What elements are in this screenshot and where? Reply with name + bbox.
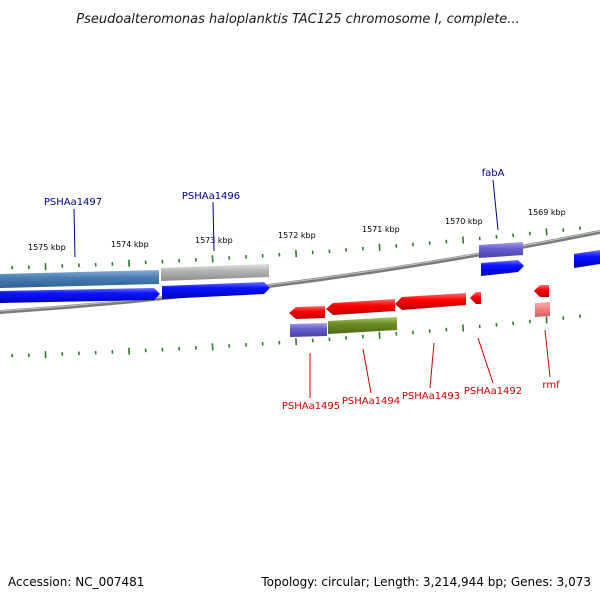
- map-title: Pseudoalteromonas haloplanktis TAC125 ch…: [76, 12, 519, 27]
- gene-bar-PSHAa1494[interactable]: [328, 317, 397, 334]
- tick-label-1571: 1571 kbp: [362, 225, 400, 234]
- gene-label-PSHAa1496[interactable]: PSHAa1496: [182, 191, 240, 202]
- gene-label-PSHAa1497[interactable]: PSHAa1497: [44, 197, 102, 208]
- callout-line-PSHAa1492: [477, 337, 494, 384]
- cds-arrow-PSHAa1492[interactable]: [470, 292, 481, 304]
- tick-label-1570: 1570 kbp: [445, 217, 483, 226]
- tick-label-1572: 1572 kbp: [278, 231, 316, 240]
- callout-line-PSHAa1497: [73, 208, 76, 258]
- callout-line-fabA: [492, 179, 499, 231]
- gene-label-rmf[interactable]: rmf: [542, 380, 560, 391]
- accession-text: Accession: NC_007481: [8, 575, 144, 589]
- genome-summary-text: Topology: circular; Length: 3,214,944 bp…: [260, 575, 591, 589]
- tick-label-1575: 1575 kbp: [28, 243, 66, 252]
- gene-label-PSHAa1495[interactable]: PSHAa1495: [282, 401, 340, 412]
- callout-lines: [73, 179, 551, 398]
- cds-arrow-PSHAa1496[interactable]: [162, 282, 270, 299]
- cds-arrow-PSHAa1494[interactable]: [326, 299, 395, 315]
- callout-line-PSHAa1493: [429, 342, 435, 389]
- cds-arrow-PSHAa1493[interactable]: [395, 293, 466, 310]
- gene-label-PSHAa1493[interactable]: PSHAa1493: [402, 391, 460, 402]
- cds-arrow-rmf[interactable]: [534, 285, 549, 297]
- gene-bar-PSHAa1497[interactable]: [0, 270, 159, 288]
- gene-label-fabA[interactable]: fabA: [482, 168, 505, 179]
- reverse-strand-features: [289, 285, 550, 337]
- gene-label-PSHAa1494[interactable]: PSHAa1494: [342, 396, 400, 407]
- gene-bar-rmf[interactable]: [535, 302, 550, 317]
- cds-arrow-PSHAa1495[interactable]: [289, 306, 325, 319]
- callout-line-rmf: [544, 329, 551, 378]
- cds-arrow-PSHAa1497[interactable]: [0, 288, 160, 303]
- callout-line-PSHAa1496: [212, 201, 215, 252]
- minor-tick-track: [11, 226, 581, 359]
- gene-labels: PSHAa1497 PSHAa1496 fabA PSHAa1495 PSHAa…: [44, 168, 560, 412]
- cds-arrow-offscreen-right[interactable]: [574, 250, 600, 268]
- tick-label-1574: 1574 kbp: [111, 240, 149, 249]
- tick-label-1569: 1569 kbp: [528, 208, 566, 217]
- gene-label-PSHAa1492[interactable]: PSHAa1492: [464, 386, 522, 397]
- cds-arrow-fabA[interactable]: [481, 260, 524, 276]
- gene-bar-fabA[interactable]: [479, 242, 523, 258]
- gene-bar-PSHAa1496[interactable]: [161, 264, 269, 281]
- callout-line-PSHAa1494: [362, 348, 372, 394]
- gene-bar-PSHAa1495[interactable]: [290, 323, 327, 337]
- forward-strand-features: [0, 242, 600, 303]
